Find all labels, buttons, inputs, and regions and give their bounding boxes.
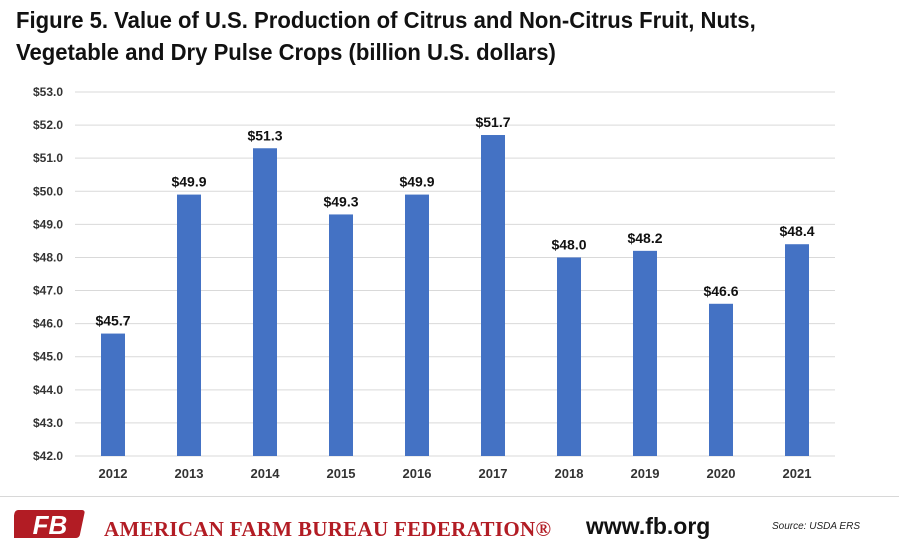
x-tick-label-2020: 2020	[707, 466, 736, 481]
bar-2014	[253, 148, 277, 456]
data-label-2021: $48.4	[779, 223, 814, 239]
gridlines	[75, 91, 835, 457]
bar-2021	[785, 244, 809, 456]
source-note: Source: USDA ERS	[772, 521, 860, 532]
data-label-2012: $45.7	[95, 313, 130, 329]
x-tick-label-2014: 2014	[251, 466, 281, 481]
chart-title-line-1: Figure 5. Value of U.S. Production of Ci…	[16, 7, 756, 33]
bar-2013	[177, 194, 201, 456]
x-tick-label-2016: 2016	[403, 466, 432, 481]
y-tick-label: $43.0	[33, 416, 63, 430]
x-tick-label-2017: 2017	[479, 466, 508, 481]
data-label-2014: $51.3	[247, 127, 282, 143]
data-label-2020: $46.6	[703, 283, 738, 299]
x-tick-label-2012: 2012	[99, 466, 128, 481]
data-labels: $45.7 $49.9 $51.3 $49.3 $49.9 $51.7 $48.0 $48.2…	[95, 114, 814, 329]
y-tick-label: $49.0	[33, 217, 63, 231]
data-label-2016: $49.9	[399, 174, 434, 190]
data-label-2013: $49.9	[171, 174, 206, 190]
x-tick-label-2018: 2018	[555, 466, 584, 481]
y-tick-label: $46.0	[33, 317, 63, 331]
x-axis-tick-labels: 2012 2013 2014 2015 2016 2017 2018 2019 2020 2021	[99, 466, 812, 481]
chart-title: Figure 5. Value of U.S. Production of Ci…	[16, 4, 842, 68]
data-label-2017: $51.7	[475, 114, 510, 130]
logo-letters: FB	[33, 510, 68, 540]
y-tick-label: $47.0	[33, 284, 63, 298]
farm-bureau-logo: FB	[14, 510, 85, 540]
bar-2018	[557, 257, 581, 456]
y-tick-label: $48.0	[33, 250, 63, 264]
y-axis-tick-labels: $42.0 $43.0 $44.0 $45.0 $46.0 $47.0 $48.0 $49.0…	[33, 85, 63, 463]
y-tick-label: $53.0	[33, 85, 63, 99]
bar-2019	[633, 250, 657, 456]
bar-2020	[709, 303, 733, 456]
data-label-2015: $49.3	[323, 193, 358, 209]
chart-title-line-2: Vegetable and Dry Pulse Crops (billion U…	[16, 39, 556, 65]
x-tick-label-2015: 2015	[327, 466, 356, 481]
x-tick-label-2019: 2019	[631, 466, 660, 481]
x-tick-label-2021: 2021	[783, 466, 812, 481]
bar-chart: $42.0 $43.0 $44.0 $45.0 $46.0 $47.0 $48.0 $49.0…	[33, 85, 835, 481]
bar-2017	[481, 135, 505, 456]
organization-name: AMERICAN FARM BUREAU FEDERATION®	[104, 517, 552, 541]
x-tick-label-2013: 2013	[175, 466, 204, 481]
data-label-2018: $48.0	[551, 236, 586, 252]
y-tick-label: $42.0	[33, 449, 63, 463]
footer-banner: FB AMERICAN FARM BUREAU FEDERATION® www.…	[0, 496, 899, 551]
y-tick-label: $51.0	[33, 151, 63, 165]
y-tick-label: $50.0	[33, 184, 63, 198]
y-tick-label: $52.0	[33, 118, 63, 132]
bars	[101, 135, 809, 456]
y-tick-label: $45.0	[33, 350, 63, 364]
y-tick-label: $44.0	[33, 383, 63, 397]
website-link[interactable]: www.fb.org	[586, 513, 711, 539]
bar-2016	[405, 194, 429, 456]
bar-2012	[101, 333, 125, 456]
data-label-2019: $48.2	[627, 230, 662, 246]
bar-2015	[329, 214, 353, 456]
